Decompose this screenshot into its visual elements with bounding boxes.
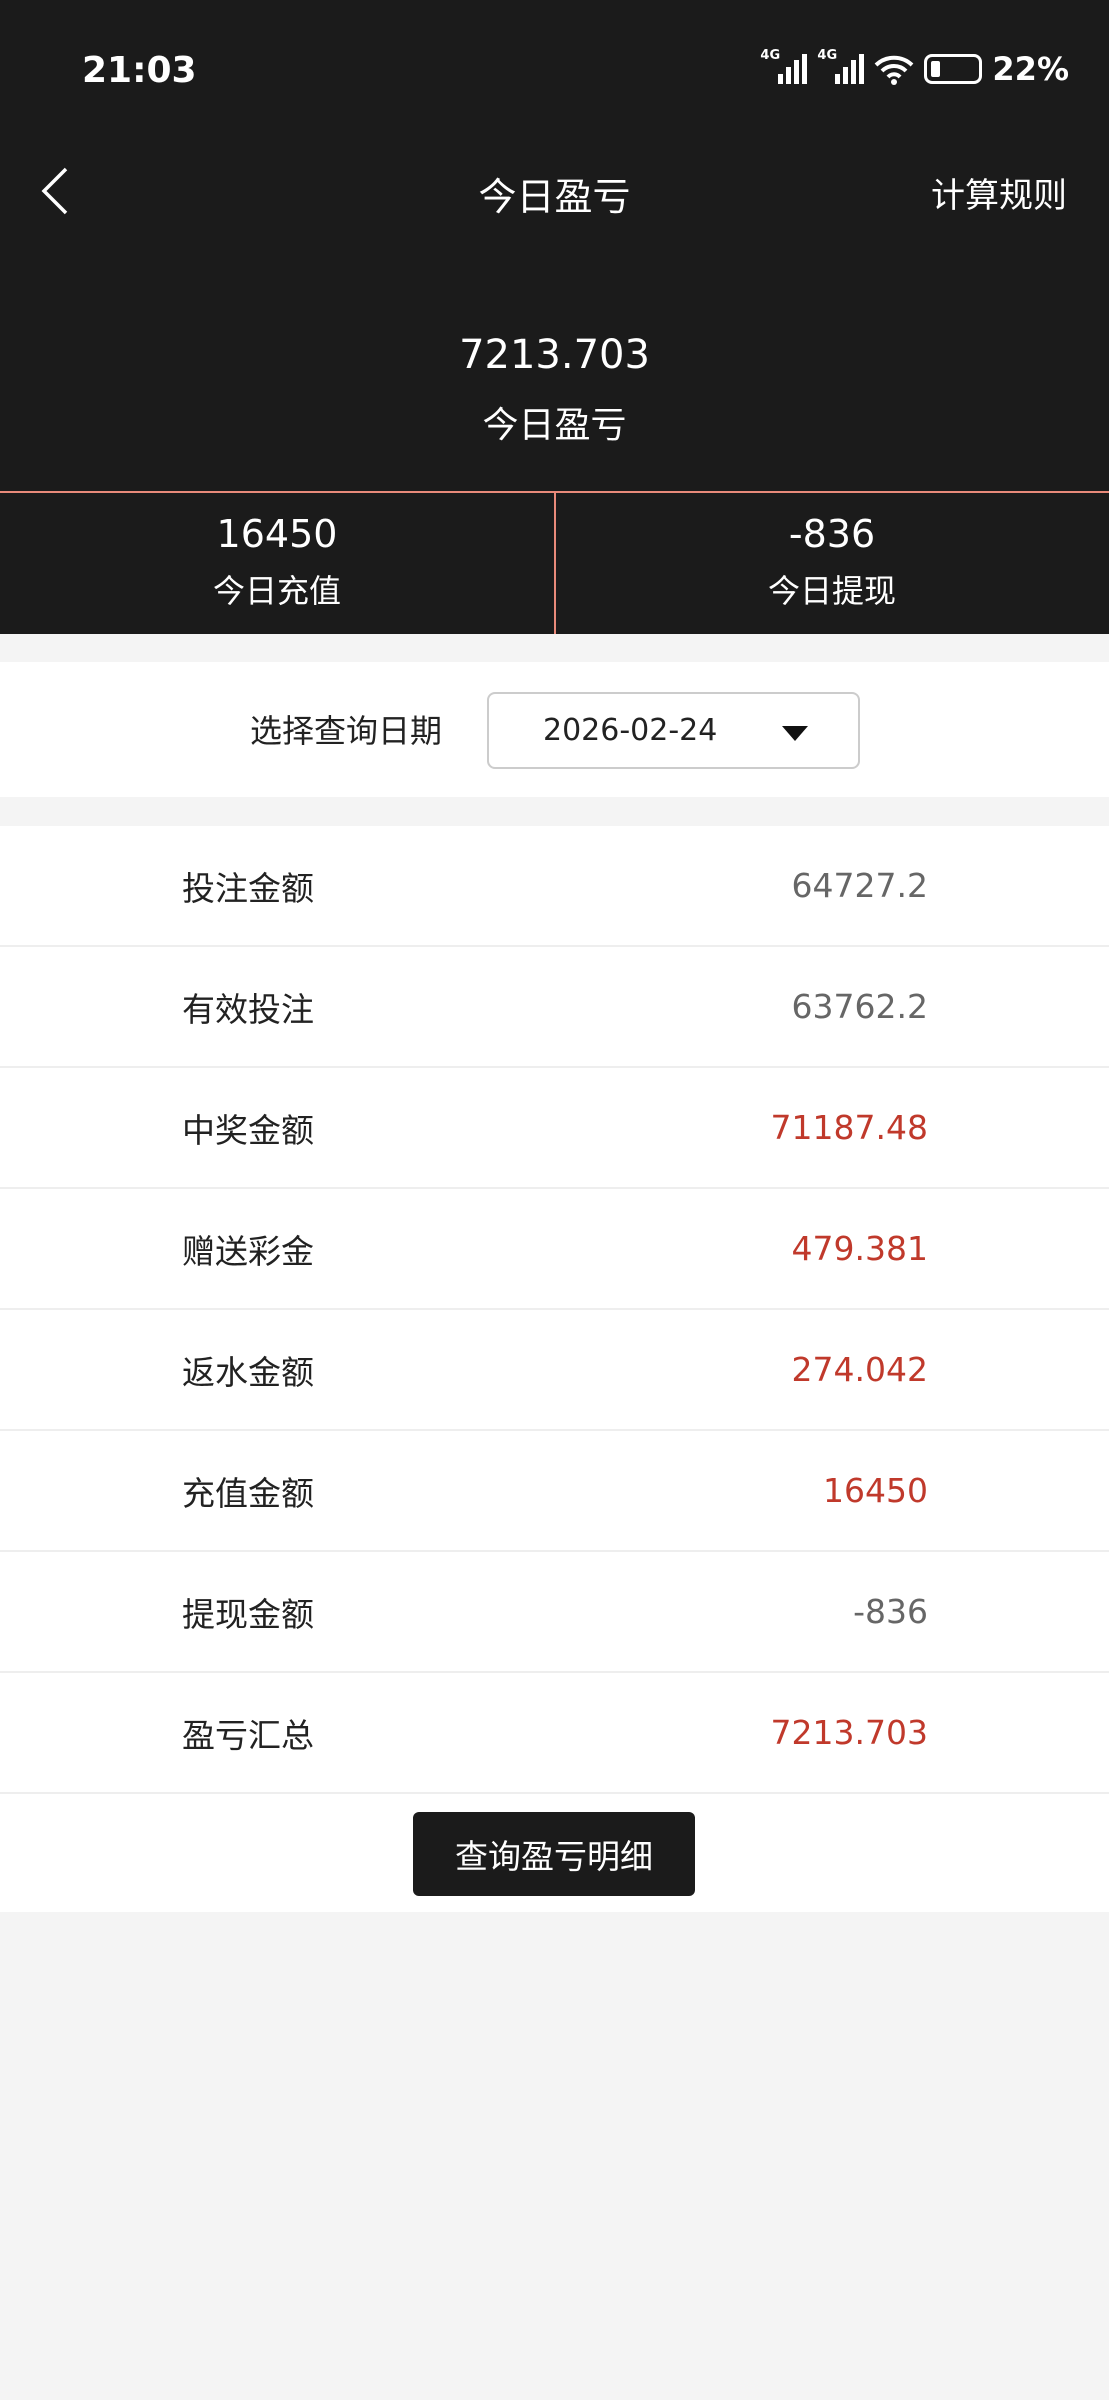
status-icons: 4G 4G 22% — [760, 48, 1069, 88]
page-title: 今日盈亏 — [478, 175, 631, 219]
row-value: 64727.2 — [791, 866, 928, 905]
stat-recharge: 16450 今日充值 — [212, 512, 341, 610]
row-label: 盈亏汇总 — [182, 1715, 314, 1755]
header: 21:03 4G 4G 22% 今日盈亏 计算规则 7213.703 今日盈亏 … — [0, 0, 1109, 634]
list-item: 盈亏汇总 7213.703 — [0, 1673, 1109, 1794]
date-filter: 选择查询日期 2026-02-24 — [0, 662, 1109, 797]
battery-percent: 22% — [992, 50, 1069, 88]
list-item: 赠送彩金 479.381 — [0, 1189, 1109, 1310]
wifi-icon — [875, 55, 914, 85]
signal-icon: 4G — [817, 48, 865, 84]
divider — [554, 492, 556, 634]
row-value: 479.381 — [791, 1229, 928, 1268]
summary-list: 投注金额 64727.2 有效投注 63762.2 中奖金额 71187.48 赠送彩金 47… — [0, 826, 1109, 1912]
row-label: 返水金额 — [182, 1352, 314, 1392]
row-value: 7213.703 — [770, 1713, 928, 1752]
date-select[interactable]: 2026-02-24 — [487, 692, 860, 769]
row-label: 中奖金额 — [182, 1110, 314, 1150]
stat-withdraw: -836 今日提现 — [767, 512, 896, 610]
today-profit-value: 7213.703 — [459, 332, 650, 378]
calculation-rules-link[interactable]: 计算规则 — [931, 176, 1067, 216]
row-value: 274.042 — [791, 1350, 928, 1389]
back-icon[interactable] — [40, 166, 70, 216]
row-label: 赠送彩金 — [182, 1231, 314, 1271]
row-value: 16450 — [823, 1471, 928, 1510]
list-item: 有效投注 63762.2 — [0, 947, 1109, 1068]
row-label: 投注金额 — [182, 868, 314, 908]
query-detail-button[interactable]: 查询盈亏明细 — [413, 1812, 695, 1896]
list-item: 中奖金额 71187.48 — [0, 1068, 1109, 1189]
dropdown-arrow-icon — [782, 726, 808, 741]
list-item: 投注金额 64727.2 — [0, 826, 1109, 947]
row-label: 充值金额 — [182, 1473, 314, 1513]
list-item: 提现金额 -836 — [0, 1552, 1109, 1673]
row-value: 71187.48 — [770, 1108, 928, 1147]
today-profit-label: 今日盈亏 — [482, 405, 627, 446]
row-value: 63762.2 — [791, 987, 928, 1026]
signal-icon: 4G — [760, 48, 808, 84]
status-time: 21:03 — [82, 50, 197, 91]
date-label: 选择查询日期 — [250, 712, 443, 750]
battery-icon — [924, 54, 983, 84]
row-value: -836 — [853, 1592, 928, 1631]
list-item: 充值金额 16450 — [0, 1431, 1109, 1552]
row-label: 提现金额 — [182, 1594, 314, 1634]
list-item: 返水金额 274.042 — [0, 1310, 1109, 1431]
row-label: 有效投注 — [182, 989, 314, 1029]
date-value: 2026-02-24 — [543, 713, 718, 748]
